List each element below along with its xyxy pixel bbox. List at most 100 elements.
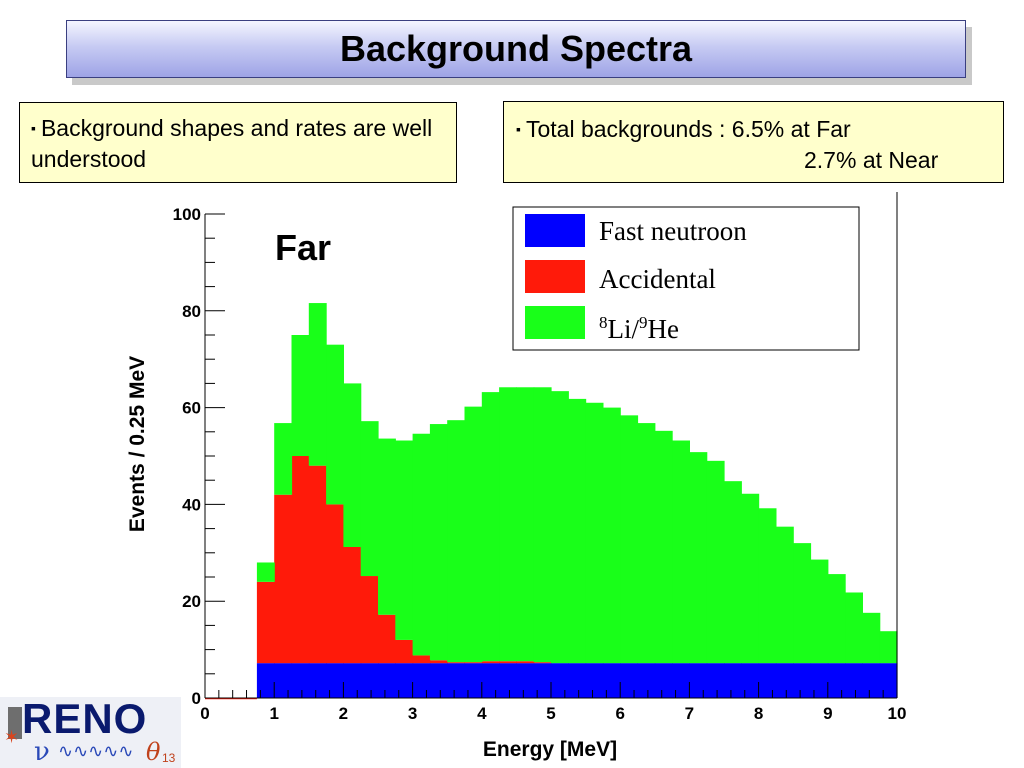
histogram-bin [706, 460, 725, 664]
histogram-bin [672, 663, 690, 698]
histogram-bin [862, 663, 881, 698]
x-axis-label: Energy [MeV] [483, 738, 617, 761]
histogram-bin [291, 663, 310, 698]
histogram-bin [429, 663, 448, 698]
series-2-bars [256, 456, 552, 664]
histogram-bin [602, 663, 621, 698]
histogram-bin [378, 663, 396, 698]
histogram-bin [378, 438, 396, 615]
histogram-bin [706, 663, 725, 698]
logo-theta-symbol: θ [146, 738, 161, 766]
histogram-bin [845, 663, 863, 698]
y-tick-label: 40 [182, 495, 201, 514]
histogram-bin [568, 398, 587, 664]
histogram-bin [308, 465, 327, 664]
histogram-bin [464, 406, 483, 663]
histogram-bin [533, 663, 552, 698]
x-tick-label: 8 [754, 704, 763, 723]
histogram-bin [308, 303, 327, 466]
y-axis-label: Events / 0.25 MeV [126, 356, 149, 532]
histogram-bin [672, 440, 690, 664]
x-tick-label: 2 [339, 704, 348, 723]
histogram-bin [689, 663, 708, 698]
x-tick-label: 5 [546, 704, 555, 723]
bullet-box-left: ▪ Background shapes and rates are well un… [19, 102, 457, 183]
histogram-bin [810, 663, 829, 698]
histogram-bin [360, 576, 379, 664]
histogram-bin [308, 663, 327, 698]
histogram-bin [551, 663, 569, 698]
histogram-bin [862, 612, 881, 664]
x-tick-label: 1 [269, 704, 278, 723]
legend-swatch-3 [525, 306, 585, 339]
slide-title: Background Spectra [339, 28, 693, 69]
logo-theta-subscript: 13 [162, 751, 176, 765]
histogram-bin [378, 614, 396, 664]
histogram-bin [429, 660, 448, 664]
histogram-bin [481, 663, 500, 698]
panel-label: Far [275, 227, 331, 268]
histogram-bin [274, 494, 293, 664]
bullet-square-icon: ▪ [31, 120, 36, 136]
histogram-bin [395, 639, 414, 664]
histogram-bin [274, 663, 293, 698]
legend-swatch-1 [525, 214, 585, 247]
legend-swatch-2 [525, 260, 585, 293]
bullet-right-line1: Total backgrounds : 6.5% at Far [525, 116, 851, 142]
histogram-bin [879, 663, 898, 698]
histogram-bin [758, 508, 777, 664]
histogram-bin [879, 631, 898, 664]
histogram-bin [637, 423, 656, 664]
histogram-bin [360, 421, 379, 577]
histogram-bin [412, 655, 431, 664]
histogram-bin [429, 424, 448, 661]
histogram-bin [654, 430, 673, 664]
histogram-bin [845, 592, 863, 664]
histogram-bin [793, 663, 812, 698]
y-tick-label: 100 [173, 205, 201, 224]
legend-label-fast-neutron: Fast neutroon [599, 216, 747, 246]
histogram-bin [793, 543, 812, 664]
histogram-bin [533, 387, 552, 663]
logo-detector-icon [8, 707, 22, 739]
logo-wave-icon: ∿∿∿∿∿ [58, 741, 134, 761]
histogram-bin [810, 559, 829, 664]
histogram-bin [256, 562, 275, 582]
histogram-bin [689, 452, 708, 664]
histogram-bin [343, 663, 362, 698]
histogram-bin [585, 402, 604, 664]
histogram-bin [499, 661, 517, 664]
histogram-bin [464, 663, 483, 698]
legend-label-accidental: Accidental [599, 264, 716, 294]
logo-text: RENO [22, 695, 148, 742]
histogram-bin [395, 663, 414, 698]
histogram-bin [412, 663, 431, 698]
histogram-bin [395, 440, 414, 640]
y-tick-label: 0 [192, 689, 201, 708]
histogram-bin [256, 663, 275, 698]
histogram-bin [724, 481, 742, 664]
bullet-left-text: Background shapes and rates are well und… [31, 115, 433, 172]
histogram-bin [516, 387, 535, 662]
histogram-bin [481, 392, 500, 662]
histogram-bin [602, 407, 621, 664]
histogram-bin [827, 574, 846, 664]
histogram-bin [481, 661, 500, 664]
x-tick-label: 0 [200, 704, 209, 723]
histogram-bin [343, 546, 362, 664]
histogram-bin [499, 663, 517, 698]
bullet-right-line2: 2.7% at Near [804, 147, 939, 173]
histogram-bin [516, 663, 535, 698]
histogram-bin [326, 504, 344, 664]
histogram-bin [274, 423, 293, 495]
reno-logo: ✶ RENO ν ∿∿∿∿∿ θ 13 [0, 695, 181, 768]
histogram-bin [568, 663, 587, 698]
histogram-bin [620, 663, 639, 698]
histogram-bin [516, 661, 535, 664]
histogram-bin [360, 663, 379, 698]
histogram-bin [326, 663, 344, 698]
legend-label-li-he: 8Li/9He [599, 313, 679, 344]
histogram-bin [637, 663, 656, 698]
histogram-bin [464, 662, 483, 664]
histogram-bin [758, 663, 777, 698]
